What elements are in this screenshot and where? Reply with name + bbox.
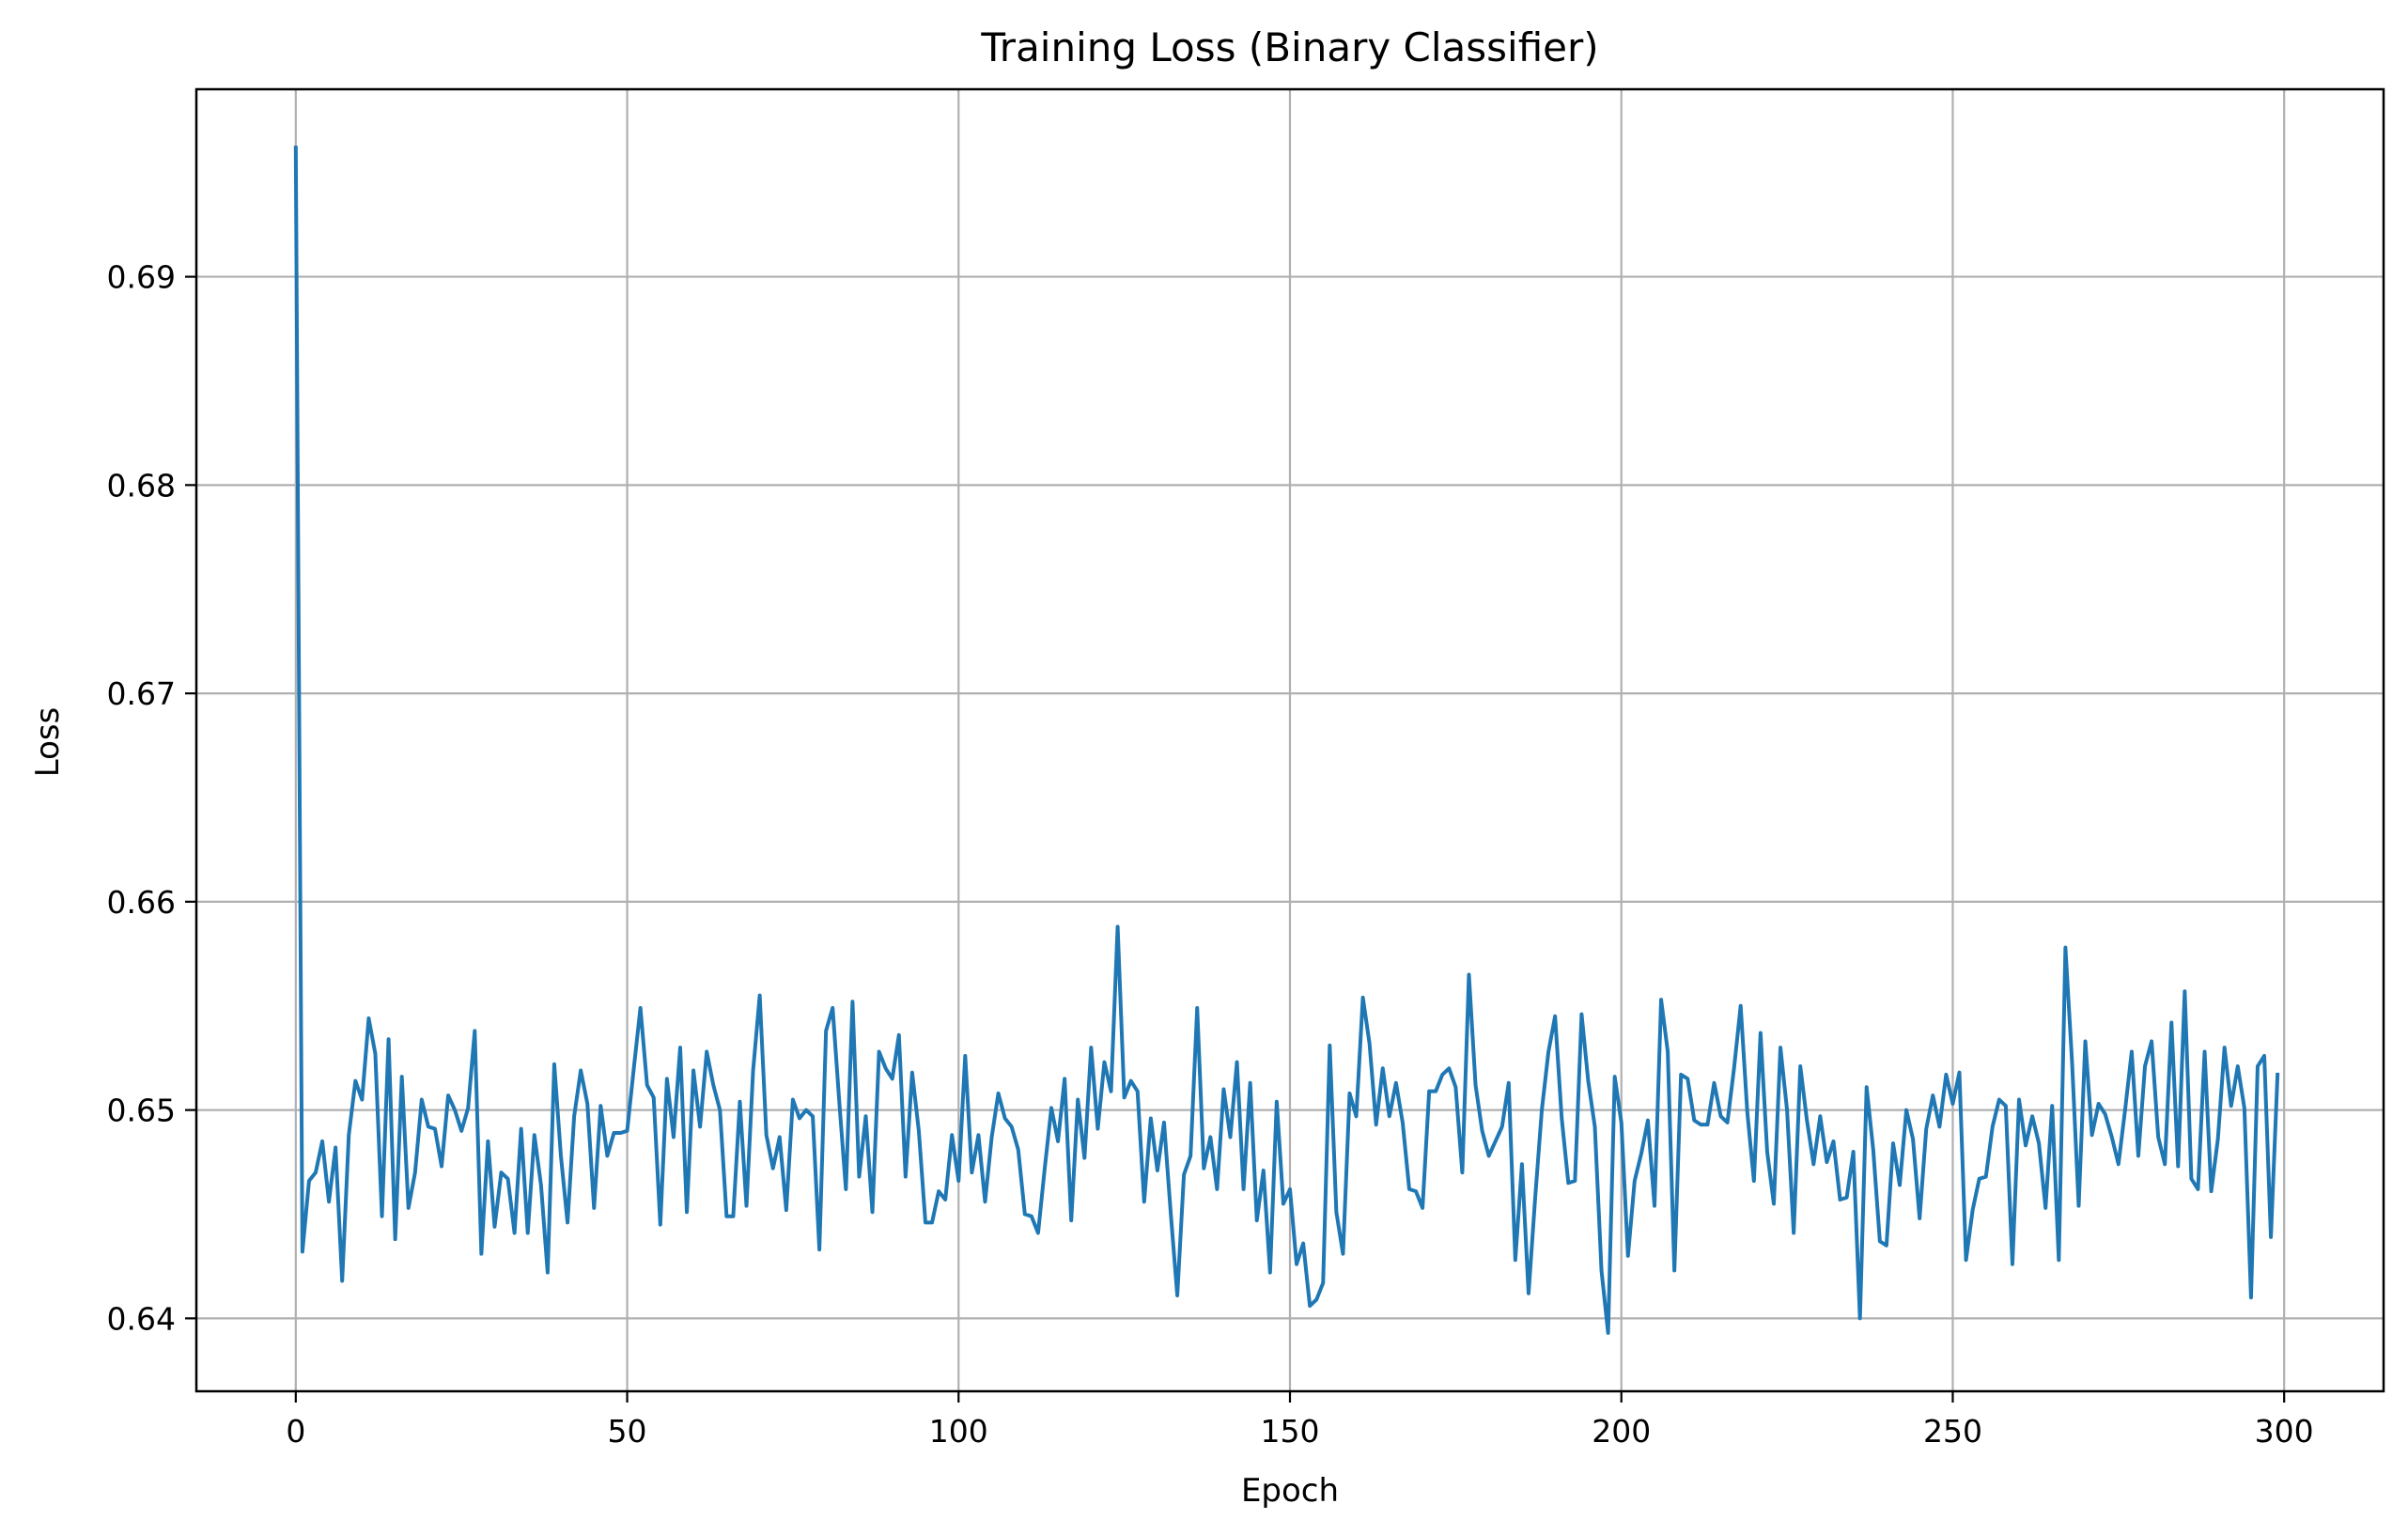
y-tick-label: 0.65 [107,1093,176,1129]
x-tick-label: 250 [1923,1413,1982,1450]
x-tick-label: 100 [929,1413,988,1450]
chart-title: Training Loss (Binary Classifier) [980,24,1598,70]
loss-series-line [293,146,2280,1335]
x-tick-label: 200 [1592,1413,1651,1450]
x-tick-label: 0 [286,1413,305,1450]
y-axis-label: Loss [29,707,67,778]
grid-lines [196,89,2384,1391]
x-tick-label: 50 [608,1413,647,1450]
x-axis-label: Epoch [1241,1472,1339,1510]
ticks: 0 50 100 150 200 250 300 0.64 0.65 0.66 0.67 0.68 0.… [107,259,2314,1450]
y-tick-label: 0.68 [107,467,176,504]
x-tick-label: 300 [2255,1413,2314,1450]
y-tick-label: 0.64 [107,1300,176,1337]
y-tick-label: 0.69 [107,259,176,296]
x-tick-label: 150 [1261,1413,1320,1450]
y-tick-label: 0.67 [107,675,176,712]
series-layer [293,146,2280,1335]
y-tick-label: 0.66 [107,884,176,921]
